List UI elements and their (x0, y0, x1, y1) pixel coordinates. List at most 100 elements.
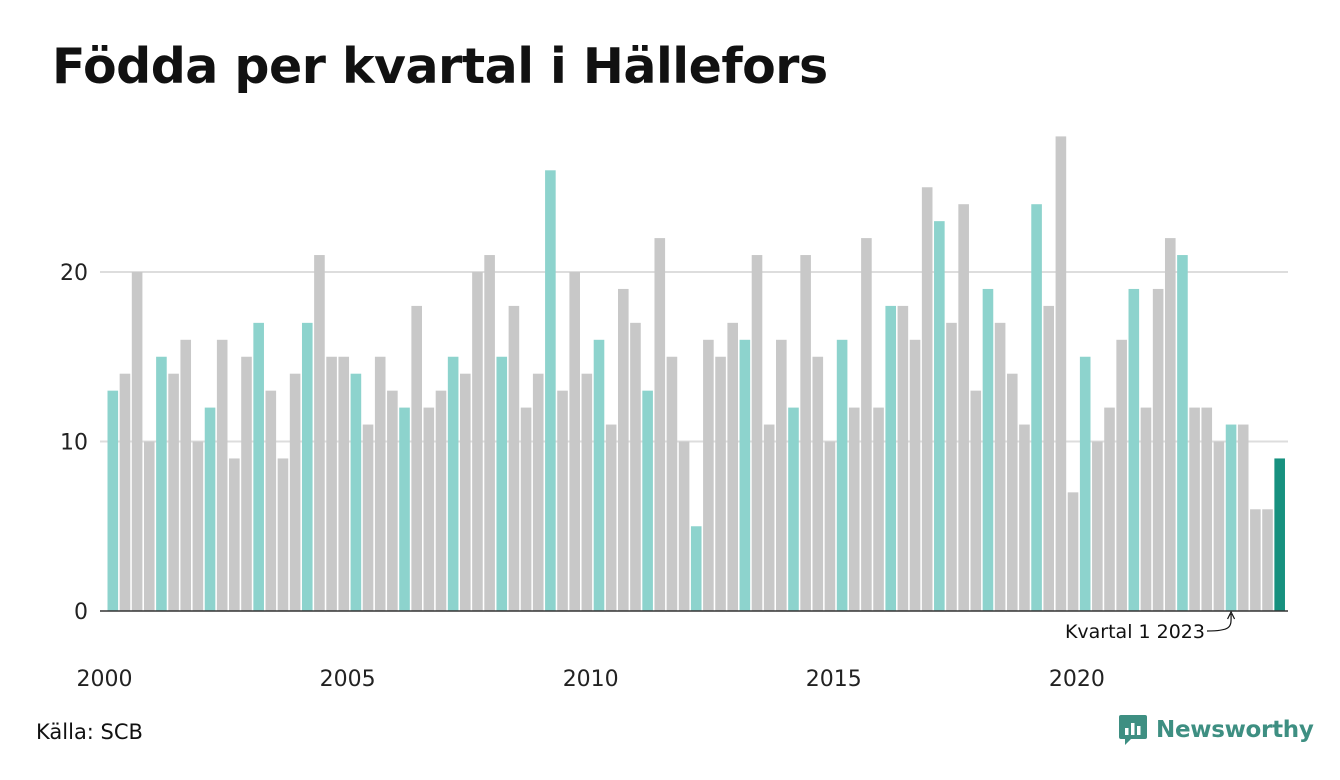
bar (1043, 305, 1055, 611)
bar (1213, 441, 1225, 611)
bar (569, 272, 580, 611)
bar (800, 255, 811, 612)
bar (1262, 509, 1273, 611)
bar (545, 170, 556, 612)
bar (180, 339, 192, 611)
bar (435, 390, 447, 611)
bar (216, 339, 228, 611)
source-label: Källa: SCB (36, 720, 143, 744)
bar (836, 339, 848, 611)
bar (253, 322, 264, 611)
bar (763, 424, 775, 611)
y-tick-label: 20 (60, 261, 88, 286)
bar (314, 255, 325, 612)
bar (168, 373, 179, 611)
annotation-arrow (1206, 613, 1232, 632)
bar (970, 390, 982, 611)
bar (982, 288, 994, 611)
bar (861, 238, 872, 611)
bar (934, 221, 945, 611)
chart-title: Födda per kvartal i Hällefors (52, 38, 828, 95)
bar (277, 458, 289, 611)
bar (642, 390, 653, 611)
x-tick-label: 2020 (1049, 667, 1105, 692)
bar (921, 187, 933, 611)
bar (508, 305, 520, 611)
bar (472, 272, 483, 611)
x-tick-label: 2005 (320, 667, 376, 692)
bar (326, 356, 337, 611)
bar (776, 339, 787, 611)
annotation: Kvartal 1 2023 (1065, 610, 1236, 643)
bar (1237, 424, 1249, 611)
bar (666, 356, 678, 611)
bar (1274, 458, 1285, 611)
bar (204, 407, 216, 611)
bar (399, 407, 410, 611)
bar (1006, 373, 1018, 611)
bar (715, 356, 726, 611)
bar (946, 322, 957, 611)
bar (994, 322, 1006, 611)
bar (1067, 492, 1079, 611)
bar (1104, 407, 1115, 611)
bar (374, 356, 386, 611)
bar (1128, 288, 1140, 611)
y-tick-label: 0 (74, 600, 88, 625)
bar (1140, 407, 1152, 611)
bar (1152, 288, 1164, 611)
bar (107, 390, 119, 611)
bar (460, 373, 471, 611)
bar (484, 255, 495, 612)
bar (873, 407, 884, 611)
bar (897, 305, 909, 611)
bar (593, 339, 605, 611)
bar (143, 441, 155, 611)
bar (630, 322, 641, 611)
bar (289, 373, 301, 611)
bar (156, 356, 167, 611)
bar (387, 390, 398, 611)
x-tick-label: 2010 (563, 667, 619, 692)
bar (301, 322, 313, 611)
x-tick-label: 2015 (806, 667, 862, 692)
annotation-label: Kvartal 1 2023 (1065, 621, 1205, 643)
newsworthy-logo-icon (1119, 715, 1147, 745)
bar (654, 238, 666, 611)
bar (1201, 407, 1213, 611)
bar (1019, 424, 1030, 611)
brand-name: Newsworthy (1156, 717, 1314, 743)
bar (727, 322, 738, 611)
bar (812, 356, 824, 611)
brand-logo[interactable]: Newsworthy (1118, 714, 1314, 746)
bar (338, 356, 350, 611)
bars (107, 136, 1285, 612)
x-tick-label: 2000 (77, 667, 133, 692)
bar (703, 339, 714, 611)
bar (1116, 339, 1127, 611)
bar (1250, 509, 1261, 611)
bar (192, 441, 204, 611)
bar (751, 255, 763, 612)
bar (411, 305, 422, 611)
bar (1177, 255, 1188, 612)
bar (605, 424, 617, 611)
bar (447, 356, 459, 611)
bar (1079, 356, 1091, 611)
bar (1164, 238, 1176, 611)
bar (241, 356, 252, 611)
bar (678, 441, 690, 611)
bar (788, 407, 799, 611)
bar (350, 373, 362, 611)
bar (265, 390, 277, 611)
annotation-arrowhead (1227, 610, 1236, 620)
bar (131, 272, 143, 611)
bar (362, 424, 374, 611)
bar (824, 441, 836, 611)
bar (739, 339, 751, 611)
bar (1055, 136, 1067, 611)
bar (557, 390, 568, 611)
bar (958, 204, 969, 611)
bar (581, 373, 593, 611)
